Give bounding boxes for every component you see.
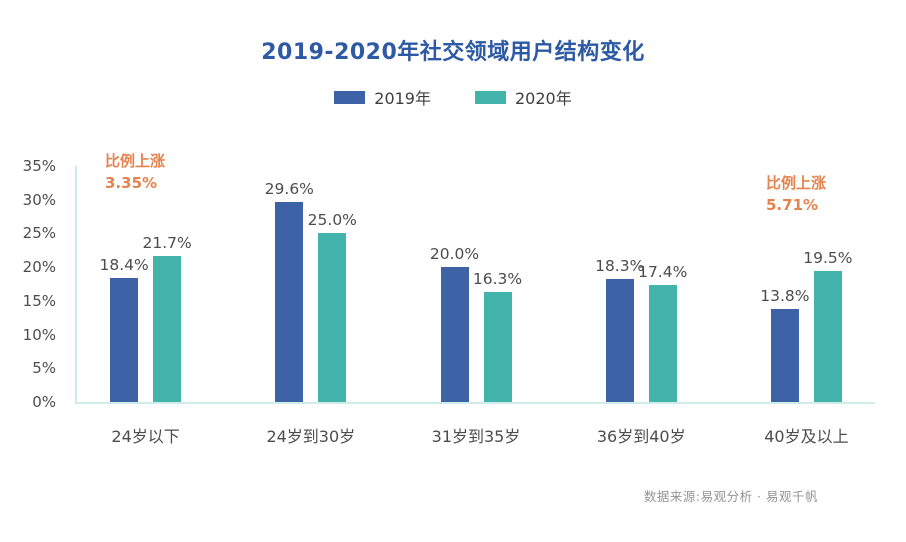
bar-group: 13.8% 19.5% 40岁及以上 [724,166,889,446]
bar-value-label: 17.4% [638,262,688,281]
bar-rect [318,233,347,402]
bar-2020年-31岁到35岁: 16.3% [473,270,522,402]
y-axis-tick: 0% [32,393,56,411]
bar-2020年-24岁到30岁: 25.0% [308,211,357,402]
bar-rect [605,278,634,402]
annotation-rise-right-line1: 比例上涨 [766,174,827,192]
bar-rect [770,308,799,402]
bar-value-label: 29.6% [264,180,314,199]
bar-rect [153,255,182,402]
legend-swatch-2020 [475,90,506,104]
bar-value-label: 25.0% [307,211,357,230]
x-axis-label: 31岁到35岁 [431,427,521,446]
plot-area: 18.4% 21.7% 24岁以下 29.6% 25.0% 24岁到30岁 20.0% 16.… [75,166,875,446]
annotation-rise-right-line2: 5.71% [766,195,819,214]
bar-value-label: 21.7% [142,233,192,252]
bar-value-label: 19.5% [803,248,853,267]
bar-2019年-31岁到35岁: 20.0% [430,245,479,402]
bar-rect [275,202,304,402]
bar-2019年-24岁到30岁: 29.6% [265,180,314,402]
y-axis-tick: 35% [22,157,56,175]
bar-group: 18.4% 21.7% 24岁以下 [63,166,228,446]
x-axis-label: 40岁及以上 [764,427,849,446]
bar-value-label: 18.4% [99,255,149,274]
bar-group: 29.6% 25.0% 24岁到30岁 [228,166,393,446]
legend-label-2019: 2019年 [374,89,431,108]
bar-value-label: 20.0% [429,245,480,264]
chart-title: 2019-2020年社交领域用户结构变化 [261,40,645,65]
bar-value-label: 18.3% [595,256,645,275]
legend-item-2019: 2019年 [334,85,431,109]
y-axis-tick: 5% [32,359,56,378]
y-axis-tick: 25% [22,224,56,243]
bar-group: 20.0% 16.3% 31岁到35岁 [393,166,558,446]
bar-rect [483,292,512,402]
bar-2020年-36岁到40岁: 17.4% [638,263,687,402]
y-axis: 0% 5% 10% 15% 20% 25% 30% 35% [0,157,60,411]
data-source-caption: 数据来源:易观分析 · 易观千帆 [643,489,818,504]
annotation-rise-left-line2: 3.35% [105,173,158,192]
bar-2020年-40岁及以上: 19.5% [803,249,853,402]
legend-swatch-2019 [334,90,366,104]
bar-2019年-24岁以下: 18.4% [99,256,149,402]
bar-rect [648,284,677,402]
y-axis-tick: 10% [22,325,56,344]
bar-group: 18.3% 17.4% 36岁到40岁 [559,166,724,446]
bar-rect [110,277,139,402]
annotation-rise-left: 比例上涨 3.35% [105,151,165,195]
y-axis-tick: 20% [22,258,56,277]
bar-rect [440,267,469,402]
bar-2020年-24岁以下: 21.7% [142,234,192,402]
legend-label-2020: 2020年 [515,89,572,108]
legend: 2019年 2020年 [0,85,906,109]
x-axis-label: 24岁到30岁 [266,427,356,446]
bar-rect [813,270,842,402]
bar-groups: 18.4% 21.7% 24岁以下 29.6% 25.0% 24岁到30岁 20.0% 16.… [63,166,889,446]
x-axis-label: 36岁到40岁 [596,427,686,446]
annotation-rise-right: 比例上涨 5.71% [766,173,826,217]
annotation-rise-left-line1: 比例上涨 [105,152,166,170]
y-axis-tick: 15% [22,291,56,310]
bar-2019年-40岁及以上: 13.8% [760,287,810,402]
bar-2019年-36岁到40岁: 18.3% [595,257,644,402]
bar-value-label: 16.3% [472,270,523,289]
legend-item-2020: 2020年 [475,85,572,109]
bar-value-label: 13.8% [760,286,810,305]
x-axis-label: 24岁以下 [111,427,180,446]
y-axis-tick: 30% [22,190,56,209]
